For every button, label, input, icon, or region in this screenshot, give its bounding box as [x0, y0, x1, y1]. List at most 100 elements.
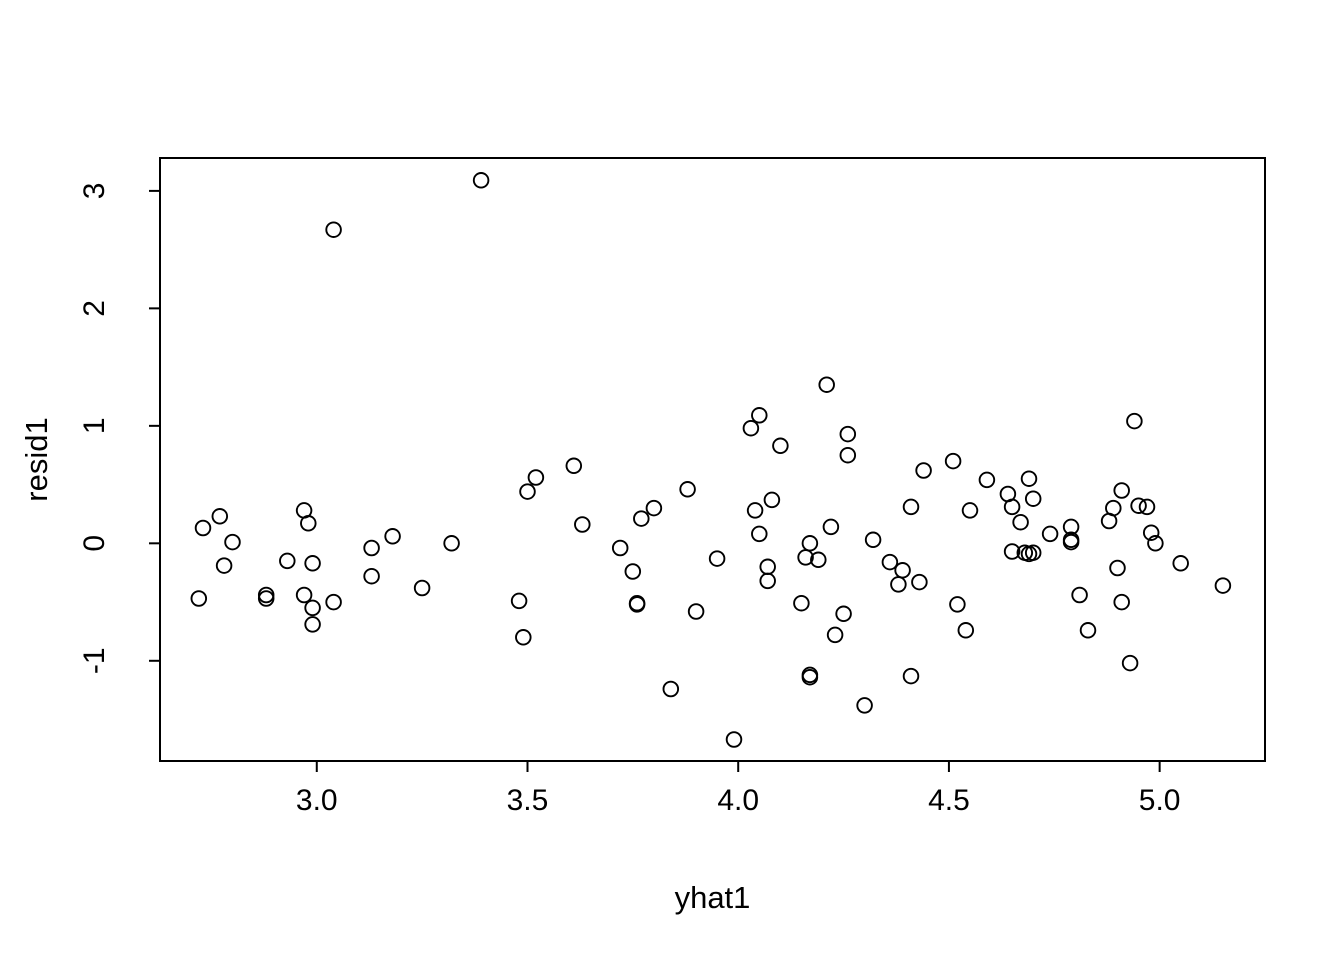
data-point	[304, 555, 321, 572]
data-point	[864, 531, 882, 549]
data-point	[325, 593, 342, 611]
data-point	[194, 519, 212, 537]
y-tick-label: -1	[78, 647, 111, 674]
data-points	[190, 172, 1232, 748]
data-point	[279, 552, 296, 570]
data-point	[1126, 412, 1143, 430]
data-point	[1062, 533, 1080, 551]
data-point	[978, 471, 996, 489]
x-tick-label: 5.0	[1139, 784, 1181, 817]
x-tick-label: 3.5	[507, 784, 549, 817]
data-point	[1041, 525, 1059, 543]
data-point	[1147, 535, 1164, 552]
data-point	[793, 594, 810, 612]
data-point	[957, 622, 975, 639]
data-point	[679, 481, 696, 498]
data-point	[1113, 482, 1130, 499]
y-tick-label: 3	[78, 183, 111, 200]
data-point	[611, 539, 629, 557]
data-point	[894, 562, 911, 579]
data-point	[257, 590, 275, 607]
x-tick-label: 3.0	[296, 784, 338, 817]
data-point	[759, 558, 776, 576]
data-point	[628, 596, 646, 613]
data-point	[763, 491, 781, 509]
data-point	[325, 221, 342, 238]
data-point	[519, 483, 536, 500]
data-point	[1130, 497, 1147, 514]
data-point	[797, 549, 814, 566]
data-point	[759, 572, 776, 590]
data-point	[363, 567, 380, 585]
x-tick-label: 4.0	[717, 784, 759, 817]
data-point	[363, 539, 380, 557]
data-point	[890, 576, 907, 593]
data-point	[1024, 490, 1042, 507]
data-point	[633, 510, 650, 527]
data-point	[835, 605, 852, 623]
data-point	[949, 596, 966, 613]
data-point	[801, 535, 819, 552]
data-point	[1024, 544, 1042, 561]
data-point	[190, 590, 208, 607]
data-point	[902, 498, 920, 516]
data-point	[751, 525, 768, 543]
data-point	[839, 425, 857, 443]
data-point	[826, 626, 844, 644]
data-point	[944, 452, 962, 470]
data-point	[1121, 654, 1139, 672]
data-point	[304, 616, 321, 633]
data-point	[624, 563, 642, 580]
data-point	[911, 573, 928, 591]
data-point	[211, 508, 229, 525]
data-point	[1003, 498, 1021, 516]
data-point	[443, 535, 460, 552]
data-point	[515, 629, 532, 646]
data-point	[751, 407, 768, 424]
data-point	[822, 518, 840, 536]
data-point	[746, 502, 764, 519]
data-point	[1109, 559, 1126, 577]
data-point	[902, 667, 920, 685]
data-point	[881, 553, 899, 571]
data-point	[662, 680, 680, 698]
data-point	[1138, 498, 1156, 516]
data-point	[772, 437, 789, 455]
data-point	[1012, 513, 1029, 531]
data-point	[801, 668, 819, 686]
y-tick-label: 0	[78, 535, 111, 552]
data-point	[1071, 586, 1088, 604]
x-tick-label: 4.5	[928, 784, 970, 817]
data-point	[708, 550, 726, 567]
data-point	[1020, 470, 1038, 487]
x-axis-title: yhat1	[675, 880, 751, 915]
data-point	[915, 462, 932, 479]
data-point	[574, 516, 591, 533]
data-point	[565, 457, 583, 475]
data-point	[687, 603, 705, 620]
y-axis: -1 0 1 2 3	[78, 183, 160, 674]
data-point	[1142, 524, 1160, 541]
data-point	[1003, 543, 1021, 560]
data-point	[224, 533, 241, 551]
data-point	[725, 731, 743, 748]
data-point	[839, 446, 857, 464]
data-point	[215, 557, 233, 574]
data-point	[1079, 622, 1097, 639]
data-point	[295, 586, 313, 604]
data-point	[856, 697, 873, 714]
x-axis: 3.0 3.5 4.0 4.5 5.0	[296, 761, 1181, 817]
data-point	[818, 376, 835, 393]
data-point	[472, 172, 490, 189]
data-point	[1100, 512, 1118, 530]
data-point	[645, 499, 663, 517]
plot-border	[159, 157, 1266, 762]
data-point	[510, 592, 528, 610]
plot-frame	[159, 157, 1266, 762]
y-tick-label: 2	[78, 300, 111, 317]
data-point	[300, 515, 317, 532]
data-point	[257, 586, 275, 604]
data-point	[961, 502, 979, 519]
